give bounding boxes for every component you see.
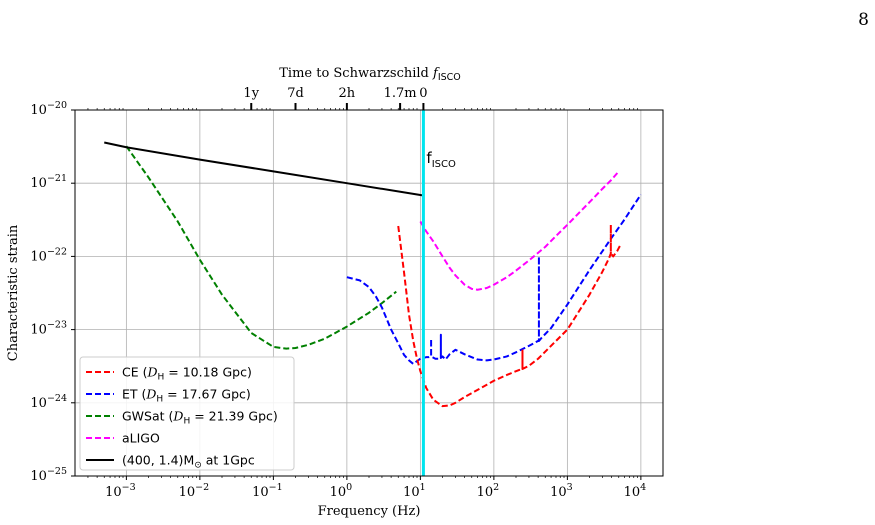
x-tick-exp: 1	[420, 482, 426, 493]
top-axis-tick-label: 2h	[339, 86, 356, 101]
x-tick-label: 103	[550, 482, 573, 500]
x-tick-label: 101	[403, 482, 426, 500]
fisco-label-sub: ISCO	[432, 159, 456, 170]
x-tick-label: 100	[330, 482, 353, 500]
series-line-et	[346, 193, 642, 365]
y-tick-base: 10	[30, 396, 47, 411]
series-line-gwsat	[125, 145, 397, 350]
legend-name: GWSat (	[122, 409, 173, 424]
series-line-aligo	[419, 170, 620, 291]
x-tick-base: 10	[550, 485, 567, 500]
y-tick-base: 10	[30, 323, 47, 338]
legend-rest: = 10.18 Gpc)	[164, 365, 252, 380]
legend-box	[79, 356, 295, 471]
legend-name: ET (	[122, 387, 146, 402]
fisco-vline-group: fISCO	[421, 110, 456, 476]
top-axis-tick-label: 1y	[243, 86, 259, 101]
top-axis-title-text: Time to Schwarzschild	[279, 66, 433, 81]
y-tick-label: 10−25	[30, 466, 67, 484]
y-tick-exp: −24	[47, 393, 67, 404]
legend-name: CE (	[122, 365, 147, 380]
top-axis-title: Time to Schwarzschild fISCO	[279, 66, 461, 83]
top-axis-tick-label: 1.7m	[384, 86, 417, 101]
x-tick-base: 10	[403, 485, 420, 500]
x-tick-exp: −3	[122, 482, 136, 493]
y-tick-label: 10−21	[30, 173, 67, 191]
top-axis-title-sub: ISCO	[438, 72, 461, 83]
y-tick-label: 10−20	[30, 100, 67, 118]
x-tick-label: 104	[624, 482, 647, 500]
y-tick-exp: −21	[47, 173, 67, 184]
x-tick-exp: 0	[346, 482, 352, 493]
y-tick-base: 10	[30, 176, 47, 191]
legend-entry: CE (DH = 10.18 Gpc)	[122, 365, 252, 383]
x-tick-base: 10	[105, 485, 122, 500]
legend-math-sub: H	[156, 395, 163, 405]
legend-name: aLIGO	[122, 431, 160, 446]
fisco-label-main: f	[426, 149, 432, 167]
legend-math-sub: H	[183, 417, 190, 427]
y-tick-exp: −23	[47, 320, 67, 331]
y-tick-exp: −25	[47, 466, 67, 477]
x-tick-exp: 2	[493, 482, 499, 493]
x-tick-label: 102	[477, 482, 500, 500]
y-tick-base: 10	[30, 469, 47, 484]
x-tick-label: 10−2	[179, 482, 210, 500]
y-tick-base: 10	[30, 103, 47, 118]
x-axis-label: Frequency (Hz)	[318, 504, 421, 519]
legend-rest: = 17.67 Gpc)	[163, 387, 251, 402]
x-tick-base: 10	[477, 485, 494, 500]
legend-entry: ET (DH = 17.67 Gpc)	[122, 387, 251, 405]
legend-math: D	[172, 409, 183, 424]
legend-name: (400, 1.4)M	[122, 453, 194, 468]
y-axis-label: Characteristic strain	[6, 224, 21, 361]
y-tick-base: 10	[30, 249, 47, 264]
x-tick-label: 10−1	[252, 482, 283, 500]
top-axis-tick-label: 7d	[287, 86, 304, 101]
x-tick-base: 10	[179, 485, 196, 500]
y-tick-label: 10−24	[30, 393, 67, 411]
axes-ticks	[71, 103, 642, 480]
y-tick-label: 10−23	[30, 320, 67, 338]
legend-entry: (400, 1.4)M⊙ at 1Gpc	[122, 453, 255, 471]
legend-math-sub: ⊙	[194, 461, 202, 471]
top-axis-tick-label: 0	[419, 86, 427, 101]
y-tick-exp: −22	[47, 246, 67, 257]
axis-labels: 10−3 10−2 10−1 100 101 102 103 10410−2510−2410−…	[6, 66, 646, 519]
legend: CE (DH = 10.18 Gpc)ET (DH = 17.67 Gpc)GW…	[79, 356, 295, 471]
x-tick-exp: −2	[195, 482, 209, 493]
legend-entry: GWSat (DH = 21.39 Gpc)	[122, 409, 278, 427]
x-tick-base: 10	[252, 485, 269, 500]
x-tick-exp: −1	[269, 482, 283, 493]
legend-rest: at 1Gpc	[202, 453, 255, 468]
page-number: 8	[858, 10, 869, 30]
x-tick-base: 10	[330, 485, 347, 500]
y-tick-label: 10−22	[30, 246, 67, 264]
series-line-ce	[397, 223, 621, 408]
legend-rest: = 21.39 Gpc)	[190, 409, 278, 424]
legend-math: D	[146, 365, 157, 380]
y-tick-exp: −20	[47, 100, 67, 111]
x-tick-exp: 3	[567, 482, 573, 493]
legend-entry: aLIGO	[122, 431, 160, 446]
fisco-label: fISCO	[426, 149, 456, 170]
series-line-black	[104, 141, 424, 197]
top-axis-title-f: f	[432, 66, 440, 81]
legend-math-sub: H	[158, 373, 165, 383]
legend-math: D	[145, 387, 156, 402]
x-tick-exp: 4	[640, 482, 646, 493]
x-tick-base: 10	[624, 485, 641, 500]
x-tick-label: 10−3	[105, 482, 136, 500]
